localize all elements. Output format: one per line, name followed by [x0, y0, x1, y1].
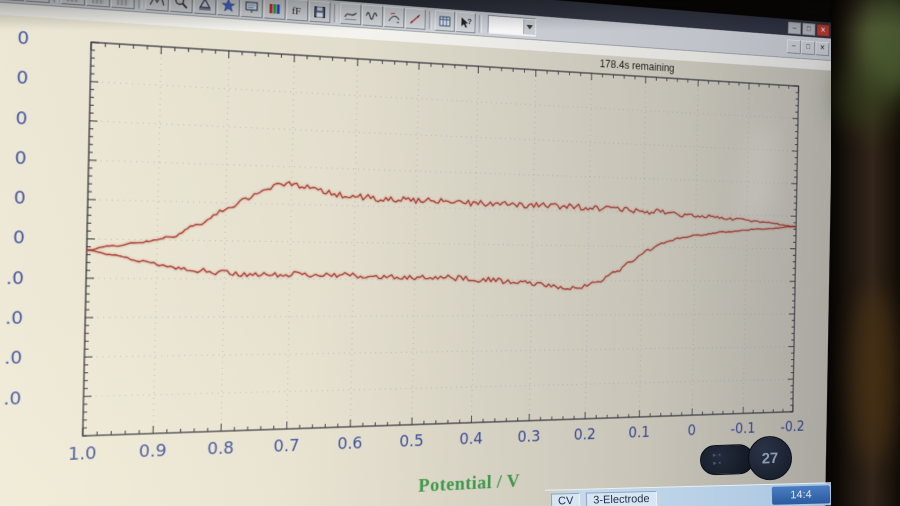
delta-icon [197, 0, 212, 11]
colors-icon [269, 3, 280, 14]
toolbar-separator [478, 14, 483, 33]
star-icon [221, 0, 236, 13]
data-table-icon [438, 13, 452, 28]
derivative-button[interactable] [383, 6, 405, 29]
partial-icon [66, 0, 80, 2]
font-icon: fF [292, 5, 301, 16]
smooth-curve-button[interactable] [339, 2, 362, 26]
child-restore-button[interactable]: □ [801, 40, 816, 56]
y-tick-label-fragment: 0 [17, 28, 29, 49]
x-tick-label: 0.5 [399, 432, 424, 451]
x-tick-label: 0.4 [459, 430, 483, 449]
zoom-icon [173, 0, 189, 10]
toolbar-separator [333, 3, 338, 23]
context-help-button[interactable]: ? [455, 11, 476, 34]
toolbar-separator [428, 10, 433, 29]
svg-text:fF: fF [292, 5, 301, 16]
zoom-button[interactable] [169, 0, 193, 14]
star-button[interactable] [217, 0, 240, 17]
monitor-bezel [831, 0, 900, 506]
chart-peak-button[interactable] [145, 0, 169, 12]
toolbar-button-partial[interactable] [60, 0, 86, 6]
window-close-button[interactable]: ✕ [816, 23, 830, 37]
x-tick-label: 0.9 [139, 441, 167, 462]
y-tick-label-fragment: 0 [14, 188, 26, 209]
x-tick-label: 0.8 [207, 439, 234, 459]
x-tick-label: 0.1 [628, 424, 650, 442]
monitor-screen: – □ ✕ fF [0, 0, 834, 506]
screen-button[interactable] [240, 0, 263, 19]
data-table-button[interactable] [434, 9, 456, 32]
toolbar-separator [138, 0, 143, 9]
chevron-down-icon[interactable] [523, 19, 536, 36]
y-tick-label-fragment: .0 [4, 348, 22, 369]
y-tick-label-fragment: .0 [6, 268, 24, 288]
peak-area-button[interactable] [193, 0, 217, 15]
widget-value-circle[interactable]: 27 [747, 435, 793, 481]
wave-icon [365, 8, 379, 24]
dropdown-value [489, 24, 524, 27]
status-mode: CV [550, 492, 581, 506]
screen-icon [244, 0, 259, 15]
toolbar: fF ? – □ [0, 0, 834, 62]
font-button[interactable]: fF [286, 0, 309, 22]
x-tick-label: 0.2 [574, 426, 596, 444]
x-tick-label: -0.1 [730, 420, 755, 438]
slope-button[interactable] [405, 7, 426, 30]
x-tick-label: -0.2 [780, 418, 804, 435]
toolbar-dropdown[interactable] [487, 14, 537, 37]
partial-icon [116, 0, 129, 6]
y-tick-label-fragment: 0 [15, 108, 27, 129]
save-icon [312, 4, 327, 20]
derivative-icon [387, 9, 401, 24]
smooth-curve-icon [344, 6, 358, 22]
y-tick-label-fragment: .0 [5, 308, 23, 328]
widget-handle[interactable]: ▸ ▪ ▸ ▪ [699, 443, 755, 476]
child-minimize-button[interactable]: – [786, 39, 801, 55]
y-tick-label-fragment: 0 [15, 148, 27, 169]
toolbar-button-partial[interactable] [24, 0, 51, 4]
save-button[interactable] [308, 0, 331, 24]
plot-panel: 178.4s remaining 1.0 0.9 0.8 0.7 0.6 0.5 0.4 0.… [0, 14, 833, 506]
toolbar-button-partial[interactable] [110, 0, 135, 10]
x-tick-label: 1.0 [68, 444, 97, 465]
context-help-icon: ? [461, 17, 472, 28]
status-clock: 14:4 [771, 485, 831, 505]
y-tick-label-fragment: .0 [3, 388, 21, 409]
colors-button[interactable] [263, 0, 286, 20]
child-close-button[interactable]: ✕ [815, 41, 830, 57]
x-tick-label: 0.6 [337, 434, 362, 454]
cv-curve-forward-sweep-anodic [87, 176, 797, 258]
partial-icon [92, 0, 105, 4]
status-electrode: 3-Electrode [586, 490, 657, 506]
window-minimize-button[interactable]: – [787, 21, 802, 35]
svg-text:?: ? [467, 17, 472, 26]
cv-plot-svg: 1.0 0.9 0.8 0.7 0.6 0.5 0.4 0.3 0.2 0.1 0 -0.1 -0.2 0… [3, 28, 804, 465]
cv-curve-forward-sweep-anodic [87, 176, 797, 258]
toolbar-button-partial[interactable] [85, 0, 111, 8]
monitor-widget[interactable]: ▸ ▪ ▸ ▪ 27 [699, 435, 793, 482]
x-tick-label: 0.3 [517, 428, 540, 447]
x-tick-label: 0.7 [273, 436, 299, 456]
child-window-controls: – □ ✕ [786, 39, 830, 57]
y-tick-label-fragment: 0 [13, 228, 25, 248]
x-tick-label: 0 [687, 422, 696, 439]
wave-button[interactable] [361, 4, 384, 27]
slope-icon [408, 11, 422, 26]
window-maximize-button[interactable]: □ [802, 22, 816, 36]
chart-peak-icon [149, 0, 165, 8]
toolbar-separator [53, 0, 59, 3]
y-tick-label-fragment: 0 [16, 68, 28, 89]
toolbar-button-partial[interactable] [0, 0, 25, 2]
